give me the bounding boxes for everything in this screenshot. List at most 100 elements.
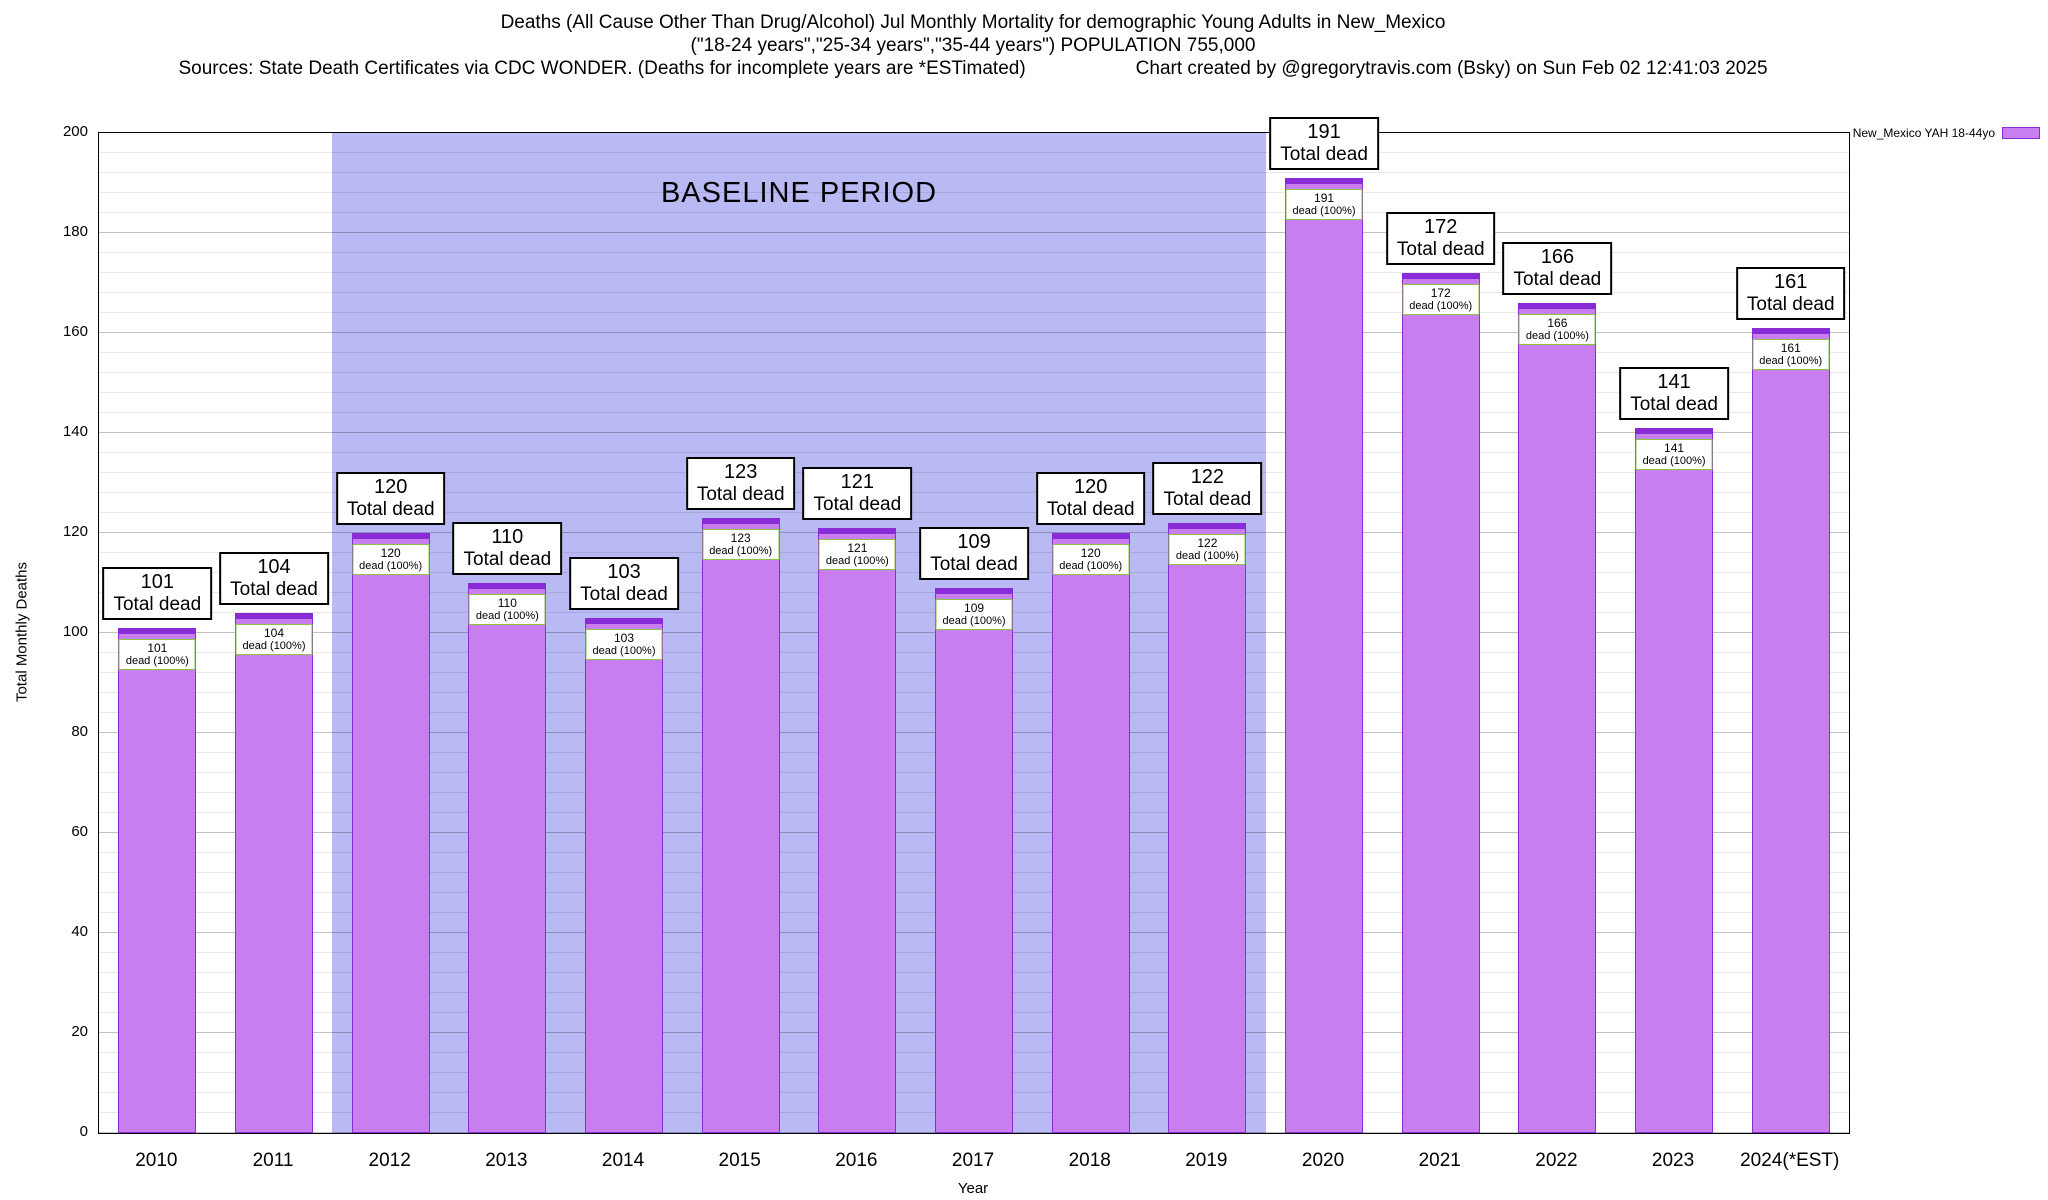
chart-sources-note: Sources: State Death Certificates via CD… (178, 58, 1026, 79)
bar-inner-label: 191 dead (100%) (1285, 189, 1363, 220)
bar-column: 172 Total dead 172 dead (100%) (1382, 133, 1499, 1133)
bar-inner-value: 110 (497, 596, 517, 610)
bar-inner-label: 121 dead (100%) (818, 539, 896, 570)
bar (235, 613, 313, 1133)
bar-total-value: 104 (257, 556, 291, 578)
legend-swatch (2002, 127, 2040, 139)
bar-inner-value: 120 (1080, 546, 1101, 560)
bar-inner-suffix: dead (100%) (1409, 300, 1473, 312)
x-tick-label: 2015 (718, 1150, 761, 1171)
bar-inner-value: 104 (263, 626, 285, 640)
bar-column: 101 Total dead 101 dead (100%) (99, 133, 216, 1133)
bar-inner-suffix: dead (100%) (1059, 560, 1123, 572)
x-axis-label: Year (957, 1180, 989, 1197)
bar (1168, 523, 1247, 1133)
bar (118, 628, 197, 1133)
bar-total-value: 110 (491, 526, 524, 548)
bar-column: 104 Total dead 104 dead (100%) (216, 133, 333, 1133)
legend: New_Mexico YAH 18-44yo (1853, 126, 2040, 140)
bar-column: 123 Total dead 123 dead (100%) (682, 133, 799, 1133)
bar-inner-label: 141 dead (100%) (1635, 439, 1713, 470)
bar-inner-label: 109 dead (100%) (935, 599, 1013, 630)
x-tick-label: 2017 (951, 1150, 995, 1171)
bar-total-label: 166 Total dead (1502, 242, 1613, 295)
bar-column: 191 Total dead 191 dead (100%) (1266, 117, 1383, 1133)
bar-total-label: 101 Total dead (102, 567, 213, 620)
bar-total-suffix: Total dead (1163, 489, 1252, 510)
x-tick-label: 2024(*EST) (1740, 1150, 1840, 1171)
bar-column: 141 Total dead 141 dead (100%) (1616, 133, 1733, 1133)
bar-total-label: 104 Total dead (219, 552, 329, 605)
bar-inner-value: 103 (614, 631, 635, 645)
bar (1285, 178, 1364, 1133)
bar-column: 120 Total dead 120 dead (100%) (1032, 133, 1149, 1133)
x-tick-labels: 2010 2011 2012 2013 2014 2015 2016 2017 2018 2019… (98, 1150, 1848, 1172)
bar-total-label: 110 Total dead (452, 522, 563, 575)
chart-credit-note: Chart created by @gregorytravis.com (Bsk… (1135, 58, 1768, 79)
bar-inner-suffix: dead (100%) (592, 645, 656, 657)
bar-total-label: 120 Total dead (335, 472, 446, 525)
bar-inner-suffix: dead (100%) (825, 555, 889, 567)
bar-inner-label: 120 dead (100%) (352, 544, 430, 575)
x-tick-label: 2019 (1185, 1150, 1228, 1171)
y-axis-label: Total Monthly Deaths (13, 561, 31, 703)
bar-total-value: 123 (724, 461, 758, 483)
bar-total-label: 123 Total dead (685, 457, 796, 510)
bar-total-label: 172 Total dead (1385, 212, 1496, 265)
bar-total-value: 109 (957, 531, 991, 553)
x-tick-label: 2010 (135, 1150, 178, 1171)
bar-column: 122 Total dead 122 dead (100%) (1149, 133, 1266, 1133)
bar-total-value: 121 (840, 471, 875, 493)
bar-inner-label: 166 dead (100%) (1518, 314, 1596, 345)
bar-total-label: 121 Total dead (802, 467, 913, 520)
x-tick-label: 2023 (1651, 1150, 1695, 1171)
chart-header: Deaths (All Cause Other Than Drug/Alcoho… (98, 12, 1848, 81)
bar-inner-suffix: dead (100%) (1292, 205, 1356, 217)
x-tick-label: 2020 (1301, 1150, 1345, 1171)
bar-inner-suffix: dead (100%) (1642, 455, 1706, 467)
bar-inner-label: 123 dead (100%) (702, 529, 780, 560)
bar-total-suffix: Total dead (1280, 144, 1368, 165)
bar-inner-value: 172 (1430, 286, 1451, 300)
bar (1751, 328, 1830, 1133)
bar-inner-suffix: dead (100%) (359, 560, 423, 572)
plot-area: BASELINE PERIOD 101 Total dead 101 dead (10… (98, 117, 1850, 1134)
bar-inner-value: 109 (964, 601, 985, 615)
bar-total-suffix: Total dead (696, 484, 785, 505)
bar-total-label: 161 Total dead (1735, 267, 1846, 320)
y-tick-label: 140 (62, 423, 88, 440)
bar-inner-label: 101 dead (100%) (118, 639, 196, 670)
bar-column: 103 Total dead 103 dead (100%) (566, 133, 683, 1133)
bar-total-value: 120 (373, 476, 408, 498)
bar-inner-value: 123 (730, 531, 751, 545)
y-tick-label: 200 (62, 123, 88, 140)
x-tick-label: 2013 (485, 1150, 528, 1171)
bar-column: 110 Total dead 110 dead (100%) (449, 133, 566, 1133)
bar-total-suffix: Total dead (580, 584, 668, 605)
bar-column: 166 Total dead 166 dead (100%) (1499, 133, 1616, 1133)
bar-column: 120 Total dead 120 dead (100%) (332, 133, 449, 1133)
bar-total-suffix: Total dead (346, 499, 435, 520)
bar-inner-value: 141 (1664, 441, 1685, 455)
bar-inner-value: 191 (1314, 191, 1335, 205)
legend-series-label: New_Mexico YAH 18-44yo (1852, 126, 1995, 140)
x-tick-label: 2016 (835, 1150, 878, 1171)
bar-inner-value: 101 (147, 641, 168, 655)
y-tick-label: 0 (79, 1123, 88, 1140)
y-tick-label: 180 (62, 223, 88, 240)
chart-title-line1: Deaths (All Cause Other Than Drug/Alcoho… (500, 12, 1446, 33)
bar (818, 528, 897, 1133)
chart-title-line3: Sources: State Death Certificates via CD… (98, 58, 1848, 80)
bar-inner-label: 172 dead (100%) (1402, 284, 1480, 315)
bar (935, 588, 1014, 1133)
bar-inner-value: 161 (1780, 341, 1801, 355)
chart-title-line2: ("18-24 years","25-34 years","35-44 year… (690, 35, 1256, 56)
bar-inner-label: 122 dead (100%) (1168, 534, 1246, 565)
bar-total-suffix: Total dead (1513, 269, 1602, 290)
y-tick-label: 60 (71, 823, 88, 840)
bar-total-value: 103 (607, 561, 641, 583)
bar-total-suffix: Total dead (813, 494, 902, 515)
bar-inner-suffix: dead (100%) (1759, 355, 1823, 367)
bar (701, 518, 780, 1133)
x-tick-label: 2011 (252, 1150, 294, 1171)
